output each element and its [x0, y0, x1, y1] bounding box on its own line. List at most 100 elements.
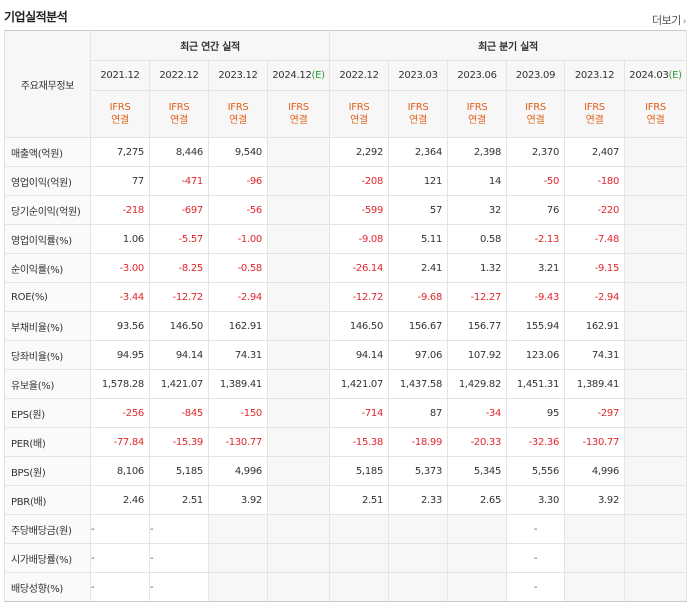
quarter-value: 2.33	[388, 485, 449, 515]
row-label: EPS(원)	[4, 398, 91, 428]
annual-value: 2.46	[90, 485, 150, 515]
annual-ifrs-2: IFRS 연결	[149, 90, 209, 138]
quarter-period-label: 2023.12	[574, 70, 615, 81]
annual-value: -5.57	[149, 224, 209, 254]
quarter-value: -2.13	[506, 224, 566, 254]
annual-ifrs-3: IFRS 연결	[208, 90, 268, 138]
quarter-value: 3.30	[506, 485, 566, 515]
quarter-value: 3.21	[506, 253, 566, 283]
quarter-value	[624, 166, 688, 196]
quarter-value: 2.51	[329, 485, 390, 515]
quarter-value: -50	[506, 166, 566, 196]
annual-value: 9,540	[208, 137, 268, 167]
annual-value: 162.91	[208, 311, 268, 341]
ifrs-label: IFRS	[584, 102, 605, 113]
table-row: 유보율(%) 1,578.28 1,421.07 1,389.41 1,421.07 1,…	[4, 369, 688, 399]
quarter-value: 2,364	[388, 137, 449, 167]
row-label: 시가배당률(%)	[4, 543, 91, 573]
quarter-value	[329, 543, 390, 573]
annual-value: 146.50	[149, 311, 209, 341]
consolidated-label: 연결	[526, 115, 545, 126]
quarter-value	[624, 398, 688, 428]
section-header: 기업실적분석 더보기 ›	[0, 0, 692, 30]
quarter-value: -2.94	[564, 282, 626, 312]
quarter-value	[624, 195, 688, 225]
annual-value: 7,275	[90, 137, 150, 167]
quarter-value: -180	[564, 166, 626, 196]
quarter-value: -20.33	[447, 427, 508, 457]
quarter-period-5: 2023.12	[564, 60, 626, 91]
row-label: ROE(%)	[4, 282, 91, 312]
quarter-value: 107.92	[447, 340, 508, 370]
quarterly-group-header: 최근 분기 실적	[329, 30, 688, 61]
row-label: 영업이익(억원)	[4, 166, 91, 196]
annual-value: -15.39	[149, 427, 209, 457]
annual-value	[266, 340, 331, 370]
quarter-value: 97.06	[388, 340, 449, 370]
annual-period-1: 2021.12	[90, 60, 150, 91]
quarter-value: 2.41	[388, 253, 449, 283]
annual-value: -150	[208, 398, 268, 428]
annual-value	[266, 456, 331, 486]
quarter-value: 2,292	[329, 137, 390, 167]
ifrs-label: IFRS	[645, 102, 666, 113]
quarter-value: -9.15	[564, 253, 626, 283]
quarter-value: 87	[388, 398, 449, 428]
annual-value: -1.00	[208, 224, 268, 254]
quarter-value: 5,345	[447, 456, 508, 486]
row-label: 순이익률(%)	[4, 253, 91, 283]
quarter-value: 1,421.07	[329, 369, 390, 399]
quarter-value: 5,185	[329, 456, 390, 486]
ifrs-label: IFRS	[288, 102, 309, 113]
quarter-value: -	[506, 543, 566, 573]
more-link[interactable]: 더보기 ›	[652, 12, 687, 28]
quarter-value: 156.67	[388, 311, 449, 341]
annual-value	[266, 543, 331, 573]
quarter-value: -7.48	[564, 224, 626, 254]
table-row: 부채비율(%) 93.56 146.50 162.91 146.50 156.67 156.…	[4, 311, 688, 341]
quarter-value	[624, 340, 688, 370]
quarter-value	[624, 282, 688, 312]
table-row: 배당성향(%) - - -	[4, 572, 688, 602]
annual-value	[208, 543, 268, 573]
quarter-period-3: 2023.06	[447, 60, 508, 91]
quarter-value: 4,996	[564, 456, 626, 486]
quarter-value: 74.31	[564, 340, 626, 370]
table-row: 매출액(억원) 7,275 8,446 9,540 2,292 2,364 2,398 2,3…	[4, 137, 688, 167]
group-header-row: 주요재무정보 최근 연간 실적 최근 분기 실적	[4, 30, 688, 138]
quarter-value	[564, 543, 626, 573]
quarter-ifrs-4: IFRS 연결	[506, 90, 566, 138]
quarter-value	[447, 572, 508, 602]
annual-value: -218	[90, 195, 150, 225]
quarter-value	[624, 311, 688, 341]
quarter-value: 5.11	[388, 224, 449, 254]
quarter-value: -599	[329, 195, 390, 225]
annual-value	[266, 311, 331, 341]
annual-period-label: 2023.12	[218, 70, 258, 81]
consolidated-label: 연결	[229, 115, 247, 126]
quarter-value	[329, 572, 390, 602]
table-row: 순이익률(%) -3.00 -8.25 -0.58 -26.14 2.41 1.32 3.21…	[4, 253, 688, 283]
row-label: PBR(배)	[4, 485, 91, 515]
quarter-value: 2,370	[506, 137, 566, 167]
quarter-period-label: 2023.03	[398, 70, 438, 81]
annual-value: -256	[90, 398, 150, 428]
annual-value: 77	[90, 166, 150, 196]
table-row: BPS(원) 8,106 5,185 4,996 5,185 5,373 5,345 5,55…	[4, 456, 688, 486]
quarter-value: 121	[388, 166, 449, 196]
table-row: 영업이익률(%) 1.06 -5.57 -1.00 -9.08 5.11 0.58 -2.13…	[4, 224, 688, 254]
annual-period-label: 2024.12	[272, 70, 312, 81]
quarter-value	[624, 427, 688, 457]
annual-value: -3.00	[90, 253, 150, 283]
annual-value: -2.94	[208, 282, 268, 312]
row-label: 유보율(%)	[4, 369, 91, 399]
annual-value: 3.92	[208, 485, 268, 515]
quarter-value: 2.65	[447, 485, 508, 515]
quarter-period-4: 2023.09	[506, 60, 566, 91]
consolidated-label: 연결	[409, 115, 427, 126]
annual-value: -12.72	[149, 282, 209, 312]
quarter-value: -9.43	[506, 282, 566, 312]
quarter-value	[388, 572, 449, 602]
annual-value: 1,578.28	[90, 369, 150, 399]
quarter-value	[564, 572, 626, 602]
